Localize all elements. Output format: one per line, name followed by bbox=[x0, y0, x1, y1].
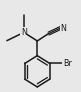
Text: N: N bbox=[21, 28, 27, 37]
Text: N: N bbox=[60, 24, 66, 33]
Text: Br: Br bbox=[63, 59, 72, 68]
